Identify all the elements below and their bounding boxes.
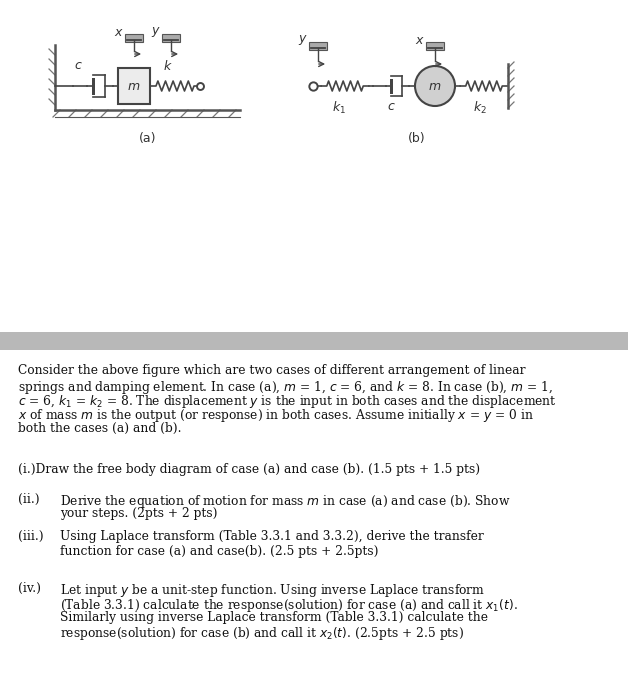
Text: Using Laplace transform (Table 3.3.1 and 3.3.2), derive the transfer: Using Laplace transform (Table 3.3.1 and… — [60, 530, 484, 543]
Bar — [0, 332, 628, 350]
Bar — [426, 42, 444, 50]
Text: $c$ = 6, $k_1$ = $k_2$ = 8. The displacement $y$ is the input in both cases and : $c$ = 6, $k_1$ = $k_2$ = 8. The displace… — [18, 393, 556, 410]
Text: $x$: $x$ — [415, 34, 425, 47]
Text: $k$: $k$ — [163, 59, 173, 73]
Text: $m$: $m$ — [127, 80, 141, 92]
Text: $x$ of mass $m$ is the output (or response) in both cases. Assume initially $x$ : $x$ of mass $m$ is the output (or respon… — [18, 407, 534, 424]
Text: Let input $y$ be a unit-step function. Using inverse Laplace transform: Let input $y$ be a unit-step function. U… — [60, 582, 485, 599]
Text: (b): (b) — [408, 132, 425, 145]
Text: (Table 3.3.1) calculate the response(solution) for case (a) and call it $x_1(t)$: (Table 3.3.1) calculate the response(sol… — [60, 596, 518, 613]
Bar — [125, 34, 143, 42]
Text: $c$: $c$ — [387, 100, 396, 113]
Text: $m$: $m$ — [428, 80, 441, 92]
Text: both the cases (a) and (b).: both the cases (a) and (b). — [18, 422, 181, 435]
Text: Derive the equation of motion for mass $m$ in case (a) and case (b). Show: Derive the equation of motion for mass $… — [60, 493, 511, 510]
Text: function for case (a) and case(b). (2.5 pts + 2.5pts): function for case (a) and case(b). (2.5 … — [60, 545, 379, 557]
Text: $x$: $x$ — [114, 26, 124, 39]
Text: Consider the above figure which are two cases of different arrangement of linear: Consider the above figure which are two … — [18, 364, 526, 377]
Text: response(solution) for case (b) and call it $x_2(t)$. (2.5pts + 2.5 pts): response(solution) for case (b) and call… — [60, 626, 464, 643]
Bar — [162, 34, 180, 42]
Circle shape — [415, 66, 455, 106]
Text: $k_2$: $k_2$ — [473, 100, 487, 116]
Bar — [309, 42, 327, 50]
Text: $y$: $y$ — [298, 33, 308, 47]
Text: (iv.): (iv.) — [18, 582, 41, 595]
Text: $c$: $c$ — [73, 59, 82, 72]
Text: springs and damping element. In case (a), $m$ = 1, $c$ = 6, and $k$ = 8. In case: springs and damping element. In case (a)… — [18, 379, 553, 396]
Text: $k_1$: $k_1$ — [332, 100, 346, 116]
Text: (ii.): (ii.) — [18, 493, 40, 506]
Text: (i.)Draw the free body diagram of case (a) and case (b). (1.5 pts + 1.5 pts): (i.)Draw the free body diagram of case (… — [18, 463, 480, 476]
Text: Similarly using inverse Laplace transform (Table 3.3.1) calculate the: Similarly using inverse Laplace transfor… — [60, 611, 488, 624]
Text: $y$: $y$ — [151, 25, 161, 39]
Text: (iii.): (iii.) — [18, 530, 43, 543]
Text: (a): (a) — [139, 132, 156, 145]
Text: your steps. (2pts + 2 pts): your steps. (2pts + 2 pts) — [60, 508, 217, 521]
Bar — [118, 68, 150, 104]
